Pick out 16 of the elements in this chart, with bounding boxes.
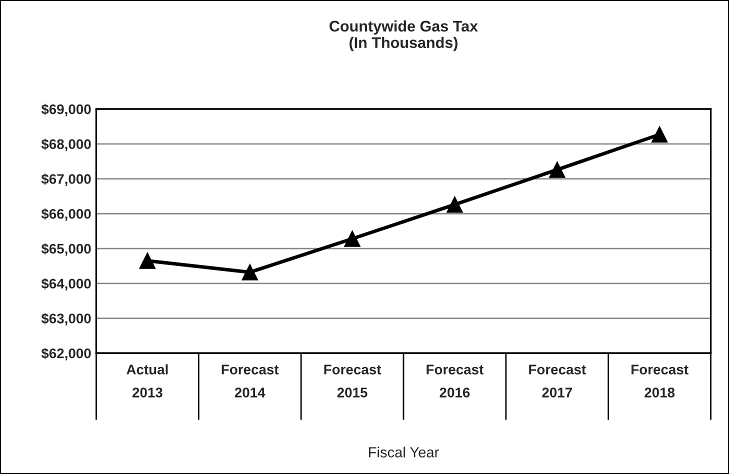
y-tick-label: $69,000 bbox=[41, 104, 91, 116]
y-tick-label: $63,000 bbox=[41, 312, 91, 326]
x-tick-label: Forecast 2016 bbox=[426, 364, 484, 398]
y-tick-label: $62,000 bbox=[41, 348, 91, 360]
y-tick-label: $64,000 bbox=[41, 278, 91, 291]
x-tick-label: Actual 2013 bbox=[126, 364, 168, 398]
y-tick-label: $68,000 bbox=[41, 138, 91, 152]
x-tick-label: Forecast 2017 bbox=[529, 364, 586, 398]
x-tick-label: Forecast 2014 bbox=[222, 364, 279, 398]
y-tick-label: $66,000 bbox=[41, 208, 91, 221]
y-tick-label: $65,000 bbox=[41, 243, 91, 256]
y-tick-label: $67,000 bbox=[41, 173, 91, 186]
x-axis-title: Fiscal Year bbox=[369, 446, 439, 458]
x-tick-label: Forecast 2015 bbox=[324, 364, 382, 398]
x-tick-label: Forecast 2018 bbox=[632, 364, 688, 398]
chart-title: Countywide Gas Tax (In Thousands) bbox=[330, 20, 478, 52]
